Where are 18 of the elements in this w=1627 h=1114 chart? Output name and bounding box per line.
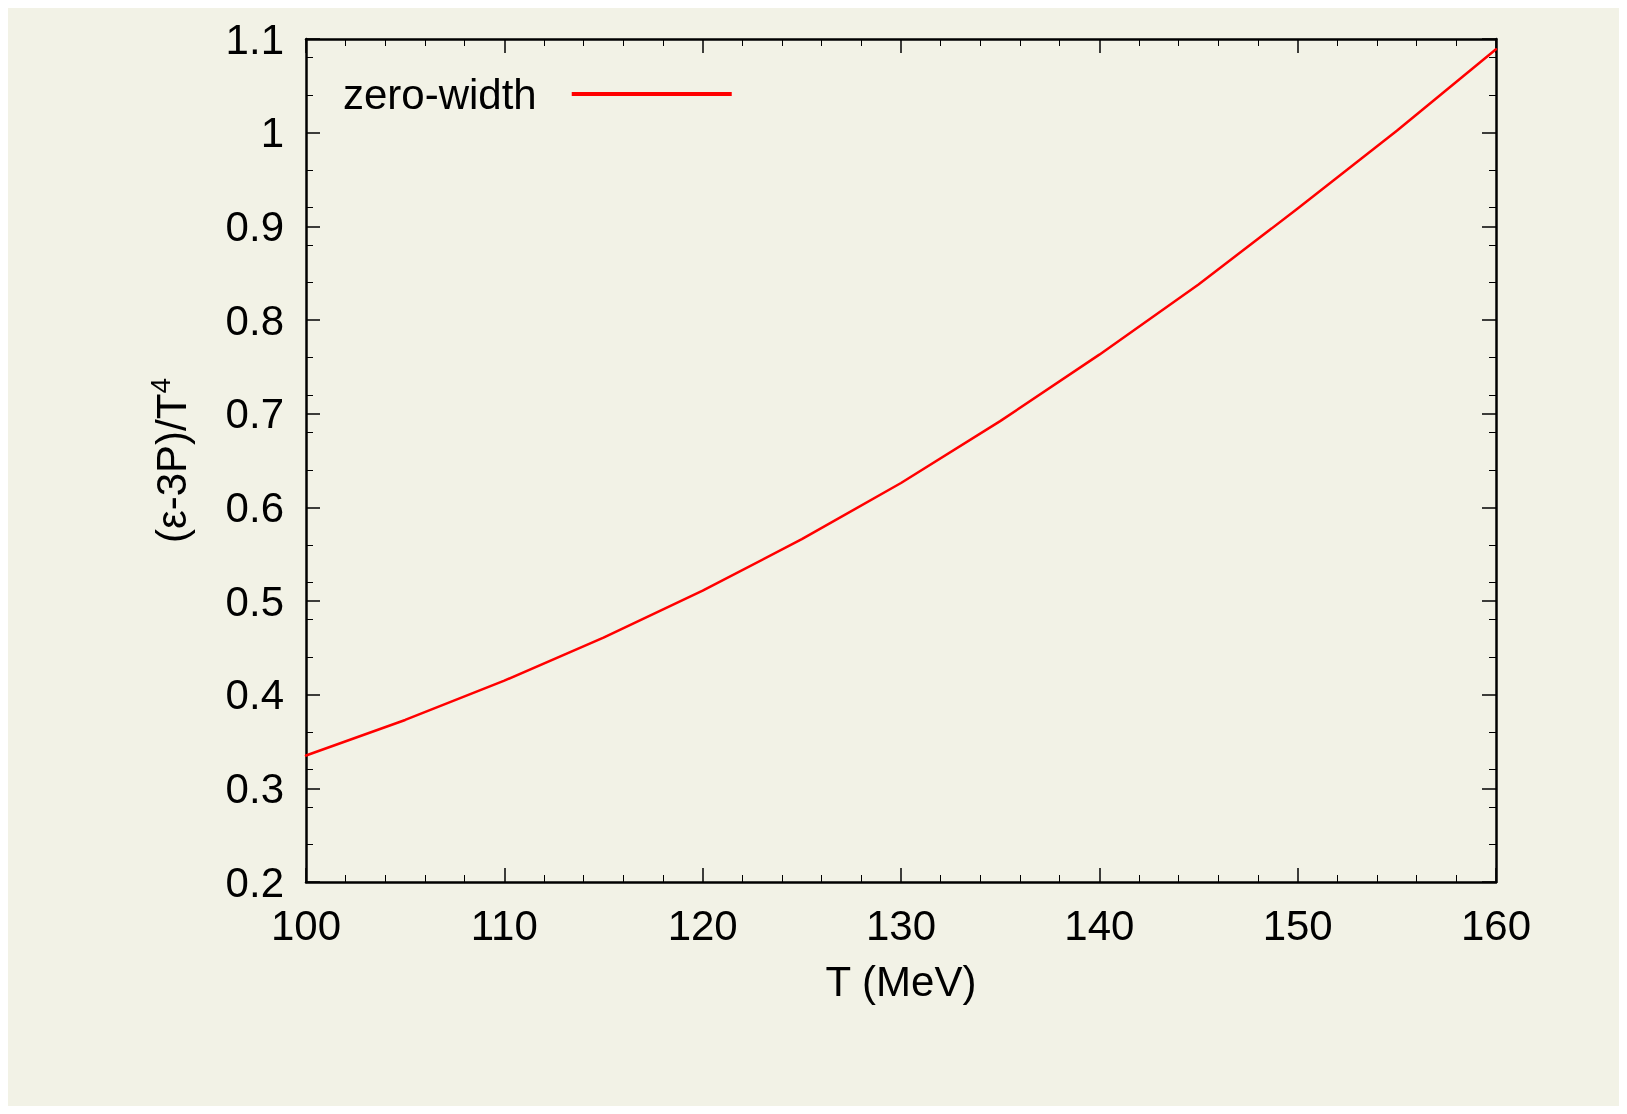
- y-tick-label: 1.1: [225, 15, 284, 63]
- y-tick-label: 0.9: [225, 202, 284, 250]
- x-tick-label: 120: [667, 901, 738, 949]
- y-tick-label: 0.6: [225, 483, 284, 531]
- x-tick-label: 140: [1064, 901, 1135, 949]
- y-axis-title: (ε-3P)/T4: [144, 378, 195, 543]
- y-tick-label: 0.3: [225, 764, 284, 812]
- x-axis-title: T (MeV): [825, 957, 977, 1005]
- y-tick-label: 0.7: [225, 390, 284, 438]
- x-tick-label: 150: [1262, 901, 1333, 949]
- x-tick-label: 110: [470, 901, 538, 949]
- y-tick-label: 0.4: [225, 671, 284, 719]
- x-tick-label: 130: [865, 901, 937, 949]
- y-tick-label: 1: [260, 109, 284, 157]
- y-tick-label: 0.5: [225, 577, 284, 625]
- x-tick-label: 160: [1460, 901, 1532, 949]
- legend-label: zero-width: [342, 70, 537, 118]
- y-tick-label: 0.8: [225, 296, 284, 344]
